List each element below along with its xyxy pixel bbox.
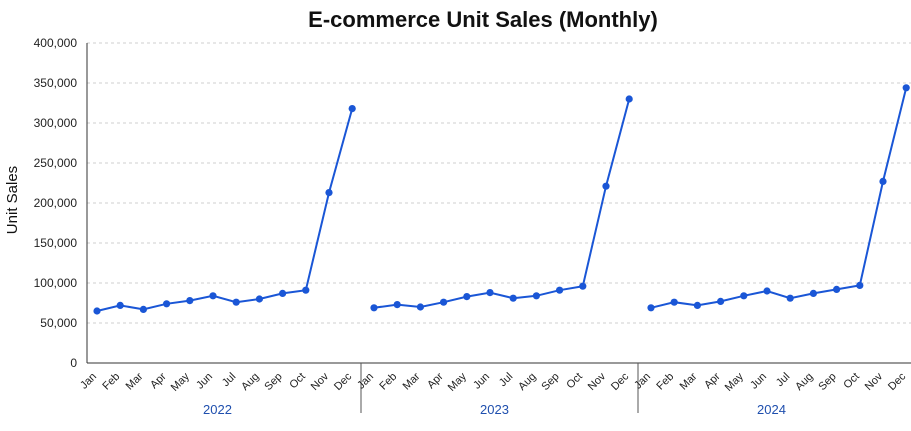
data-point bbox=[763, 287, 771, 295]
data-point bbox=[556, 286, 564, 294]
data-point bbox=[440, 298, 448, 306]
year-label: 2022 bbox=[203, 402, 232, 417]
x-tick-label: Jul bbox=[497, 371, 515, 389]
data-point bbox=[579, 282, 587, 290]
data-point bbox=[717, 297, 725, 305]
x-tick-label: Jun bbox=[471, 371, 492, 392]
x-tick-label: Aug bbox=[516, 371, 538, 393]
data-point bbox=[809, 289, 818, 297]
data-point bbox=[279, 289, 287, 297]
x-tick-label: May bbox=[723, 370, 747, 394]
data-point bbox=[393, 301, 401, 309]
data-point bbox=[463, 293, 471, 301]
x-tick-label: May bbox=[169, 370, 193, 394]
year-label: 2023 bbox=[480, 402, 509, 417]
data-point bbox=[186, 297, 194, 305]
series-line-2024 bbox=[650, 87, 908, 309]
x-tick-label: Jul bbox=[220, 371, 238, 389]
data-point bbox=[116, 301, 124, 309]
data-point bbox=[693, 301, 702, 309]
data-point bbox=[325, 189, 333, 197]
x-tick-label: Apr bbox=[425, 370, 446, 391]
series-line-2022 bbox=[96, 108, 354, 312]
x-tick-label: Oct bbox=[564, 371, 585, 392]
y-axis-label: Unit Sales bbox=[4, 166, 21, 234]
data-point bbox=[602, 182, 610, 190]
data-point bbox=[879, 177, 887, 185]
x-tick-label: Oct bbox=[287, 371, 308, 392]
y-tick-label: 200,000 bbox=[34, 196, 78, 210]
x-tick-label: Mar bbox=[401, 370, 423, 392]
data-point bbox=[740, 292, 748, 300]
x-tick-label: Dec bbox=[609, 370, 632, 393]
x-tick-label: Mar bbox=[124, 370, 146, 392]
chart-title: E-commerce Unit Sales (Monthly) bbox=[308, 7, 658, 32]
data-point bbox=[509, 294, 517, 302]
x-tick-label: May bbox=[446, 370, 470, 394]
x-tick-label: Apr bbox=[148, 370, 169, 391]
y-tick-label: 100,000 bbox=[34, 276, 78, 290]
x-tick-label: Jan bbox=[355, 371, 376, 392]
gridlines bbox=[87, 42, 911, 324]
data-point bbox=[670, 298, 678, 306]
x-tick-label: Jun bbox=[194, 371, 215, 392]
data-point bbox=[647, 304, 655, 312]
x-tick-label: Nov bbox=[863, 370, 886, 393]
data-point bbox=[486, 289, 494, 297]
x-tick-label: Nov bbox=[586, 370, 609, 393]
y-axis-ticks: 0 50,000 100,000 150,000 200,000 250,000 300,0… bbox=[34, 36, 78, 370]
data-point bbox=[416, 303, 424, 311]
data-point bbox=[139, 305, 147, 313]
year-label: 2024 bbox=[757, 402, 786, 417]
x-tick-label: Feb bbox=[377, 371, 399, 393]
data-point bbox=[856, 281, 864, 289]
data-point bbox=[833, 285, 841, 293]
x-tick-label: Jan bbox=[78, 371, 99, 392]
series bbox=[93, 84, 910, 315]
data-point bbox=[93, 307, 101, 315]
x-tick-label: Aug bbox=[239, 371, 261, 393]
x-tick-label: Oct bbox=[841, 371, 862, 392]
x-tick-label: Sep bbox=[816, 371, 838, 393]
x-tick-label: Sep bbox=[262, 371, 284, 393]
data-point bbox=[370, 304, 378, 312]
data-point bbox=[348, 105, 356, 113]
data-point bbox=[625, 95, 633, 103]
y-tick-label: 0 bbox=[70, 356, 77, 370]
x-tick-label: Feb bbox=[100, 371, 122, 393]
data-point bbox=[232, 298, 240, 306]
x-tick-label: Nov bbox=[309, 370, 332, 393]
data-point bbox=[532, 292, 541, 300]
data-point bbox=[902, 84, 910, 92]
year-separators bbox=[360, 363, 639, 413]
y-tick-label: 300,000 bbox=[34, 116, 78, 130]
data-point bbox=[209, 292, 217, 300]
y-tick-label: 400,000 bbox=[34, 36, 78, 50]
data-point bbox=[163, 300, 171, 308]
year-labels: 2022 2023 2024 bbox=[203, 402, 786, 417]
y-tick-label: 250,000 bbox=[34, 156, 78, 170]
y-tick-label: 50,000 bbox=[40, 316, 77, 330]
y-tick-label: 150,000 bbox=[34, 236, 78, 250]
x-tick-label: Sep bbox=[539, 371, 561, 393]
x-tick-label: Jan bbox=[632, 371, 653, 392]
x-tick-label: Apr bbox=[702, 370, 723, 391]
x-axis-ticks: Jan Feb Mar Apr May Jun Jul Aug Sep Oct Nov Dec Jan F… bbox=[78, 370, 909, 394]
data-point bbox=[255, 295, 263, 303]
x-tick-label: Mar bbox=[678, 370, 700, 392]
series-line-2023 bbox=[373, 98, 631, 309]
x-tick-label: Jul bbox=[774, 371, 792, 389]
x-tick-label: Feb bbox=[654, 371, 676, 393]
x-tick-label: Dec bbox=[332, 370, 355, 393]
x-tick-label: Aug bbox=[793, 371, 815, 393]
data-point bbox=[302, 286, 310, 294]
y-tick-label: 350,000 bbox=[34, 76, 78, 90]
x-tick-label: Jun bbox=[748, 371, 769, 392]
x-tick-label: Dec bbox=[886, 370, 909, 393]
data-point bbox=[786, 294, 794, 302]
